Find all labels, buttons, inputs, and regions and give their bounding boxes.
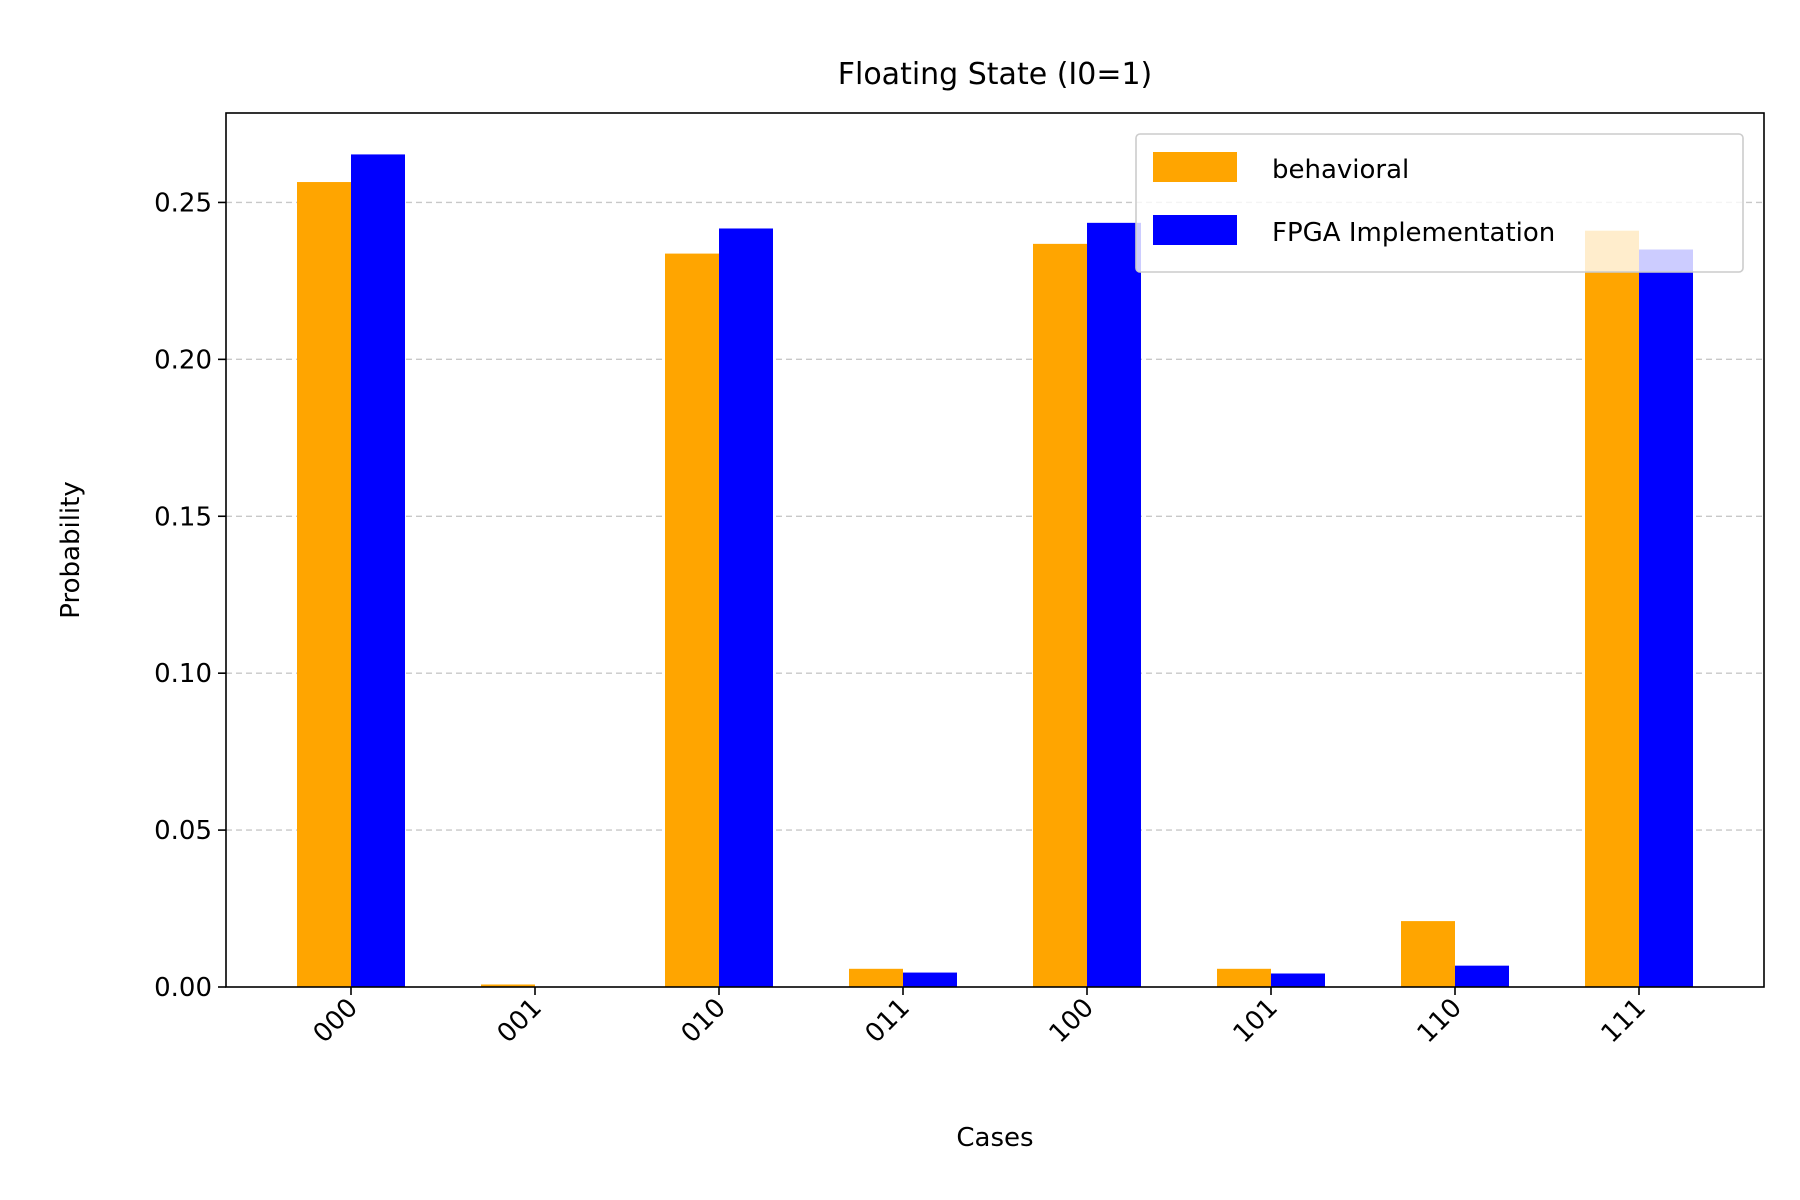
bar-behavioral <box>297 182 351 988</box>
bar-fpga <box>1455 965 1509 987</box>
bar-behavioral <box>1585 230 1639 987</box>
legend-swatch <box>1153 215 1237 245</box>
legend: behavioral FPGA Implementation <box>1135 133 1744 273</box>
legend-label: behavioral <box>1272 155 1409 185</box>
y-tick-label: 0.15 <box>154 502 212 532</box>
bar-fpga <box>1271 973 1325 987</box>
y-gridlines <box>226 201 1764 831</box>
bar-behavioral <box>1401 921 1455 987</box>
x-tick-label: 010 <box>676 993 732 1049</box>
bar-behavioral <box>849 968 903 987</box>
y-tick-label: 0.25 <box>154 188 212 218</box>
y-tick-label: 0.00 <box>154 973 212 1003</box>
legend-label: FPGA Implementation <box>1272 218 1555 248</box>
y-tick-label: 0.10 <box>154 659 212 689</box>
x-tick-label: 011 <box>860 993 916 1049</box>
bar-behavioral <box>481 984 535 987</box>
x-tick-label: 110 <box>1412 993 1468 1049</box>
bar-behavioral <box>1033 243 1087 988</box>
chart-title: Floating State (I0=1) <box>838 57 1153 92</box>
legend-box <box>1135 133 1744 273</box>
x-tick-label: 100 <box>1044 993 1100 1049</box>
x-tick-label: 001 <box>492 993 548 1049</box>
legend-swatch <box>1153 152 1237 182</box>
bars <box>297 154 1693 988</box>
x-tick-label: 111 <box>1596 993 1652 1049</box>
y-axis-label: Probability <box>56 481 86 618</box>
x-tick-label: 101 <box>1228 993 1284 1049</box>
bar-behavioral <box>1217 968 1271 987</box>
x-tick-label: 000 <box>308 993 364 1049</box>
bar-fpga <box>903 972 957 987</box>
y-tick-label: 0.20 <box>154 345 212 375</box>
bar-behavioral <box>665 253 719 988</box>
y-axis: 0.00 0.05 0.10 0.15 0.20 0.25 <box>154 188 226 1003</box>
x-axis: 000 001 010 011 100 101 110 111 <box>308 987 1652 1049</box>
bar-fpga <box>719 228 773 988</box>
bar-fpga <box>1087 222 1141 987</box>
y-tick-label: 0.05 <box>154 816 212 846</box>
bar-fpga <box>351 154 405 987</box>
plot-frame <box>225 112 1765 988</box>
bar-fpga <box>1639 249 1693 988</box>
x-axis-label: Cases <box>956 1123 1033 1153</box>
